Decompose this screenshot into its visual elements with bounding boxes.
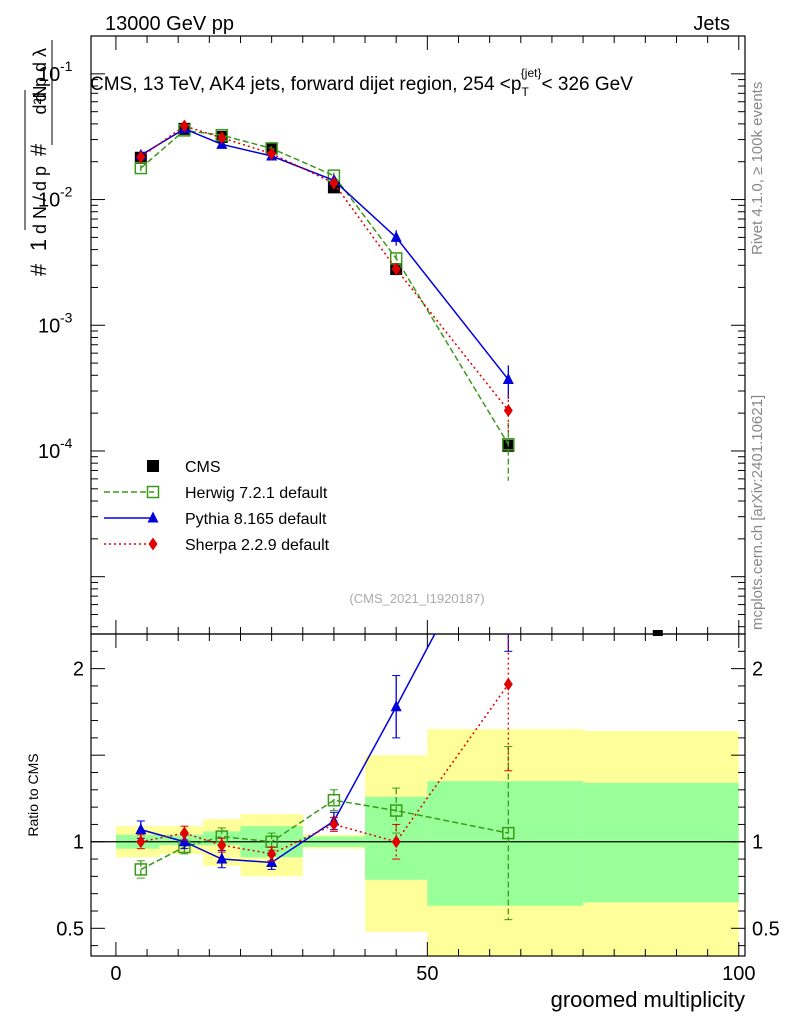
plot-title-tail: < 326 GeV	[542, 74, 634, 95]
pythia-point	[266, 856, 278, 868]
x-tick-label: 100	[722, 963, 755, 985]
category-label: Jets	[693, 13, 730, 35]
sherpa-point	[179, 119, 189, 133]
y-label-one: 1	[26, 239, 51, 251]
herwig-point	[502, 438, 515, 451]
sherpa-point	[267, 847, 277, 861]
pythia-point	[390, 700, 402, 712]
y-label-numerator: #	[26, 263, 51, 276]
sherpa-point	[329, 817, 339, 831]
ratio-axes: 0 50 100 0.5 0.5 1 1 2 2	[56, 634, 780, 985]
sherpa-point	[503, 677, 513, 691]
mcplots-url-label: mcplots.cern.ch [arXiv:2401.10621]	[749, 395, 766, 630]
plot-title-sup: {jet}	[521, 66, 542, 80]
herwig-point	[502, 826, 515, 840]
plot-title-sub: T	[521, 85, 529, 99]
legend-label: Pythia 8.165 default	[185, 511, 327, 528]
sherpa-point	[391, 835, 401, 849]
main-panel: 10-410-310-210-1	[38, 35, 746, 636]
plot-title: CMS, 13 TeV, AK4 jets, forward dijet reg…	[90, 66, 633, 99]
ratio-y-tick-label-right: 0.5	[752, 918, 780, 940]
pythia-point	[216, 852, 228, 864]
inner-band-bin	[583, 782, 739, 903]
pythia-point	[178, 835, 190, 847]
main-axes: 10-410-310-210-1	[38, 35, 745, 634]
ratio-y-tick-label: 2	[73, 659, 84, 681]
sherpa-point	[391, 262, 401, 276]
cms-overflow-marker	[652, 630, 663, 636]
main-y-tick-label: 10	[38, 315, 60, 337]
pythia-point	[135, 823, 147, 835]
herwig-point	[327, 793, 341, 807]
ratio-uncertainty-bands	[115, 729, 739, 956]
herwig-point	[146, 485, 160, 499]
herwig-point	[134, 863, 148, 876]
main-y-tick-exponent: -1	[60, 58, 73, 74]
y-label-dpT: d p d λ	[30, 48, 50, 102]
sherpa-point	[267, 147, 277, 161]
ratio-panel: 0 50 100 0.5 0.5 1 1 2 2	[56, 633, 780, 985]
pythia-point	[390, 230, 402, 242]
sherpa-point	[503, 403, 513, 417]
legend: CMS Herwig 7.2.1 default Pythia 8.165 defa…	[104, 459, 330, 554]
ratio-series-group	[134, 634, 515, 921]
y-label-dN: d N / d p	[30, 166, 50, 234]
main-y-tick-exponent: -3	[60, 309, 73, 325]
plot-title-main: CMS, 13 TeV, AK4 jets, forward dijet reg…	[90, 74, 521, 95]
rivet-version-label: Rivet 4.1.0, ≥ 100k events	[749, 82, 766, 255]
y-label-hash2: #	[26, 143, 51, 156]
ratio-y-tick-label-right: 1	[752, 832, 763, 854]
main-series-group	[134, 119, 663, 636]
main-y-tick-label: 10	[38, 64, 60, 86]
sherpa-point	[148, 537, 158, 551]
sherpa-point	[329, 176, 339, 190]
ratio-y-tick-label: 1	[73, 832, 84, 854]
main-clipped-layer	[134, 119, 515, 481]
y-label-d2N: d²N	[30, 85, 50, 114]
pythia-point	[147, 511, 159, 523]
sherpa-point	[217, 838, 227, 852]
ratio-y-tick-label-right: 2	[752, 659, 763, 681]
x-axis-label: groomed multiplicity	[551, 987, 745, 1012]
cms-data-point	[147, 460, 159, 472]
main-y-tick-exponent: -4	[60, 435, 73, 451]
ratio-y-axis-label: Ratio to CMS	[25, 753, 41, 836]
herwig-point	[389, 804, 403, 817]
ratio-plot-frame	[90, 633, 746, 957]
main-y-axis-label: # 1 d N / d p # d²N d p d λ	[26, 48, 51, 276]
x-tick-label: 0	[110, 963, 121, 985]
analysis-id-watermark: (CMS_2021_I1920187)	[349, 591, 484, 606]
legend-label: Sherpa 2.2.9 default	[185, 537, 330, 554]
legend-label: Herwig 7.2.1 default	[185, 485, 328, 502]
sherpa-point	[136, 150, 146, 164]
ratio-y-tick-label: 0.5	[56, 918, 84, 940]
main-line-sherpa	[140, 125, 509, 411]
sherpa-point	[179, 826, 189, 840]
x-tick-label: 50	[416, 963, 438, 985]
main-line-pythia	[140, 128, 509, 381]
legend-label: CMS	[185, 459, 221, 476]
pythia-point	[502, 373, 514, 385]
main-y-tick-label: 10	[38, 441, 60, 463]
ratio-clipped-layer	[134, 634, 515, 921]
sherpa-point	[136, 835, 146, 849]
main-y-tick-label: 10	[38, 190, 60, 212]
beam-label: 13000 GeV pp	[105, 13, 234, 35]
main-y-tick-exponent: -2	[60, 184, 73, 200]
inner-band-bin	[427, 781, 584, 906]
sherpa-point	[217, 131, 227, 145]
